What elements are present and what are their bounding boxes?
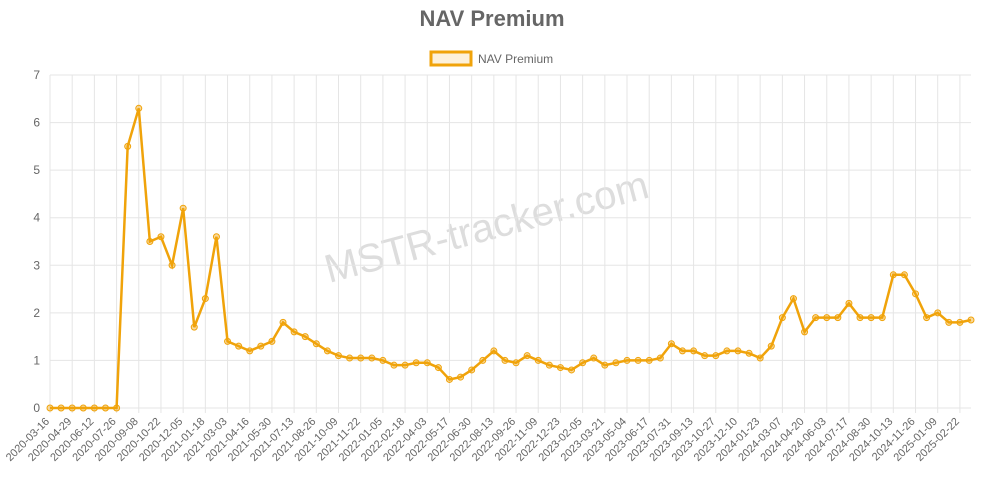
data-point (68, 404, 76, 412)
data-point (801, 328, 809, 336)
legend-swatch (429, 50, 473, 67)
data-point (878, 314, 886, 322)
data-point (867, 314, 875, 322)
data-point (623, 356, 631, 364)
data-point (423, 359, 431, 367)
y-tick-label: 3 (33, 258, 40, 272)
data-point (146, 238, 154, 245)
data-point (390, 361, 398, 369)
data-point (912, 290, 920, 298)
data-point (124, 142, 132, 150)
data-point (445, 375, 453, 383)
data-point (257, 342, 265, 350)
data-point (712, 352, 720, 360)
data-point (368, 354, 376, 362)
data-point (57, 404, 65, 412)
series-line (50, 107, 972, 410)
data-point (212, 233, 220, 241)
data-point (723, 347, 731, 355)
data-point (279, 318, 287, 326)
data-point (568, 366, 576, 374)
data-point (579, 359, 587, 367)
data-point (556, 364, 564, 372)
y-tick-label: 7 (33, 68, 40, 82)
data-point (667, 340, 675, 348)
data-point (46, 404, 54, 412)
data-point (312, 340, 320, 348)
watermark: MSTR-tracker.com (320, 163, 653, 292)
data-point (534, 356, 542, 364)
data-point (690, 347, 698, 355)
data-point (401, 361, 409, 369)
legend-label: NAV Premium (478, 52, 553, 66)
data-point (889, 271, 897, 279)
data-point (479, 356, 487, 364)
chart-title: NAV Premium (419, 6, 564, 31)
data-point (900, 271, 908, 279)
data-point (434, 364, 442, 372)
data-point (523, 352, 531, 360)
data-point (934, 309, 942, 317)
data-point (268, 337, 276, 345)
data-point (856, 314, 864, 322)
data-point (290, 328, 298, 336)
data-point (590, 354, 598, 362)
data-point (157, 233, 165, 241)
data-point (656, 354, 664, 362)
y-tick-label: 5 (33, 163, 40, 177)
data-point (113, 404, 121, 412)
data-point (246, 347, 254, 355)
y-tick-label: 1 (33, 353, 40, 367)
data-point (90, 404, 98, 412)
data-point (945, 318, 953, 326)
data-point (545, 361, 553, 369)
data-point (745, 349, 753, 357)
data-point (490, 347, 498, 355)
data-point (190, 323, 198, 331)
data-point (412, 359, 420, 367)
data-point (379, 356, 387, 364)
data-point (457, 373, 465, 381)
data-point (756, 354, 764, 362)
data-point (357, 354, 365, 362)
data-point (767, 342, 775, 350)
data-point (967, 316, 975, 324)
data-point (501, 356, 509, 364)
data-point (734, 347, 742, 355)
data-point (634, 356, 642, 364)
y-tick-label: 4 (33, 211, 40, 225)
data-point (101, 404, 109, 412)
data-point (923, 314, 931, 322)
data-point (235, 342, 243, 350)
data-point (301, 333, 309, 341)
data-point (789, 295, 797, 303)
data-point (468, 366, 476, 374)
data-point (346, 354, 354, 362)
y-tick-label: 6 (33, 116, 40, 130)
data-point (79, 404, 87, 412)
data-point (823, 314, 831, 322)
data-point (179, 204, 187, 212)
y-tick-label: 0 (33, 401, 40, 415)
data-point (678, 347, 686, 355)
data-point (701, 352, 709, 360)
data-point (201, 295, 209, 303)
data-point (323, 347, 331, 355)
data-point (812, 314, 820, 322)
data-point (168, 261, 176, 269)
data-point (956, 318, 964, 326)
data-point (512, 359, 520, 367)
data-point (645, 356, 653, 364)
data-point (778, 314, 786, 322)
data-point (845, 299, 853, 307)
data-point (135, 104, 143, 112)
data-point (601, 361, 609, 369)
data-point (834, 314, 842, 322)
data-point (612, 359, 620, 367)
y-tick-label: 2 (33, 306, 40, 320)
data-point (224, 337, 232, 345)
data-point (335, 352, 343, 360)
